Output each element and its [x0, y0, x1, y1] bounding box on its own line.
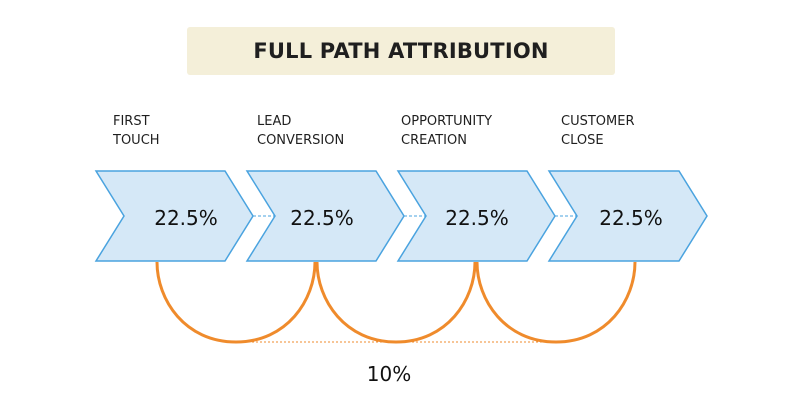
- stage-label-line1: LEAD: [257, 114, 292, 129]
- chevron-stage-4: [547, 170, 708, 262]
- diagram-title: FULL PATH ATTRIBUTION: [253, 39, 549, 63]
- stage-label-line2: CREATION: [401, 133, 467, 148]
- stage-label-line2: CONVERSION: [257, 133, 345, 148]
- stage-label-line1: CUSTOMER: [561, 114, 635, 129]
- chevron-stage-1: [94, 170, 254, 262]
- stage-label-line2: CLOSE: [561, 133, 604, 148]
- middle-share-value: 10%: [366, 362, 412, 386]
- stage-label-opportunity-creation: OPPORTUNITY CREATION: [401, 112, 492, 150]
- stage-label-first-touch: FIRST TOUCH: [113, 112, 160, 150]
- arc-first-to-lead: [155, 261, 317, 344]
- chevron-stage-2: [245, 170, 405, 262]
- title-banner: FULL PATH ATTRIBUTION: [187, 27, 615, 75]
- stage-value-first-touch: 22.5%: [154, 206, 218, 230]
- stage-value-lead-conversion: 22.5%: [290, 206, 354, 230]
- stage-label-line1: FIRST: [113, 114, 150, 129]
- stage-label-customer-close: CUSTOMER CLOSE: [561, 112, 634, 150]
- stage-label-line1: OPPORTUNITY: [401, 114, 493, 129]
- arc-lead-to-opportunity: [315, 261, 477, 344]
- chevron-stage-3: [396, 170, 556, 262]
- arc-opportunity-to-close: [475, 261, 637, 344]
- stage-value-customer-close: 22.5%: [599, 206, 663, 230]
- stage-value-opportunity-creation: 22.5%: [445, 206, 509, 230]
- stage-label-lead-conversion: LEAD CONVERSION: [257, 112, 344, 150]
- stage-label-line2: TOUCH: [113, 133, 160, 148]
